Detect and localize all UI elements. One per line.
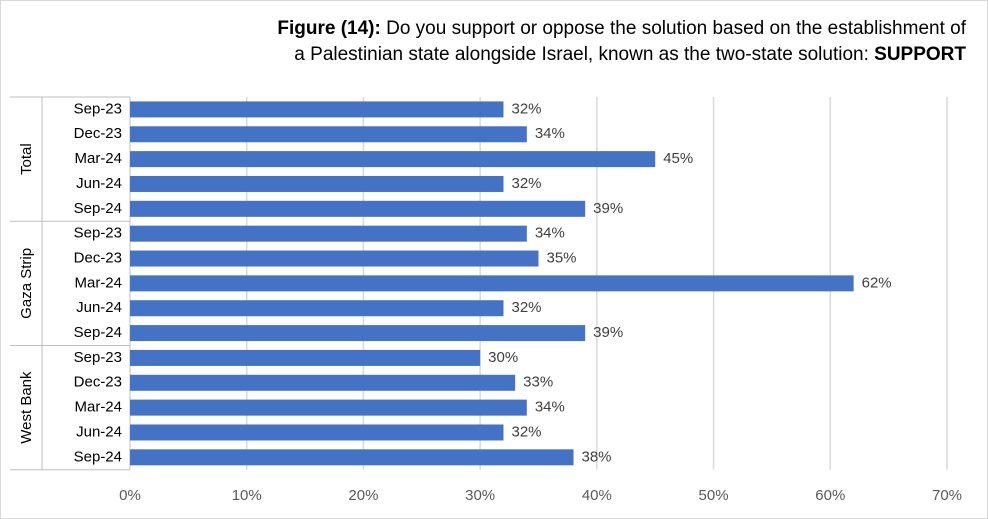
data-label: 62% <box>862 274 892 291</box>
x-tick-label: 50% <box>699 487 729 504</box>
bar <box>130 101 504 118</box>
category-label: Mar-24 <box>74 274 122 291</box>
bar <box>130 449 574 466</box>
data-label: 39% <box>593 324 623 341</box>
category-label: Sep-23 <box>74 100 122 117</box>
group-label: Total <box>18 143 35 175</box>
category-label: Mar-24 <box>74 399 122 416</box>
title-emphasis: SUPPORT <box>874 44 966 65</box>
data-label: 32% <box>511 423 541 440</box>
category-label: Dec-23 <box>74 125 122 142</box>
category-label: Sep-24 <box>74 448 122 465</box>
bar <box>130 399 527 416</box>
bar <box>130 175 504 192</box>
category-label: Dec-23 <box>74 249 122 266</box>
group-label: West Bank <box>18 371 35 444</box>
x-tick-label: 70% <box>932 487 962 504</box>
bar <box>130 200 586 217</box>
category-label: Sep-24 <box>74 324 122 341</box>
data-label: 34% <box>535 125 565 142</box>
title-line1: Do you support or oppose the solution ba… <box>380 18 966 39</box>
x-tick-label: 60% <box>815 487 845 504</box>
data-label: 32% <box>511 299 541 316</box>
category-label: Jun-24 <box>76 423 122 440</box>
bar <box>130 250 539 267</box>
category-label: Sep-23 <box>74 225 122 242</box>
x-tick-label: 40% <box>582 487 612 504</box>
bar <box>130 424 504 441</box>
x-tick-label: 20% <box>348 487 378 504</box>
chart-title: Figure (14): Do you support or oppose th… <box>166 16 966 68</box>
title-line2: a Palestinian state alongside Israel, kn… <box>294 44 875 65</box>
bar <box>130 300 504 317</box>
data-label: 32% <box>511 100 541 117</box>
bar <box>130 275 854 292</box>
category-label: Sep-23 <box>74 349 122 366</box>
data-label: 30% <box>488 349 518 366</box>
title-prefix: Figure (14): <box>277 18 381 39</box>
category-label: Mar-24 <box>74 150 122 167</box>
bar <box>130 151 656 168</box>
data-label: 35% <box>547 249 577 266</box>
data-label: 38% <box>582 448 612 465</box>
category-label: Dec-23 <box>74 374 122 391</box>
data-label: 32% <box>511 175 541 192</box>
bar <box>130 126 527 143</box>
x-tick-label: 10% <box>232 487 262 504</box>
category-label: Jun-24 <box>76 299 122 316</box>
group-label: Gaza Strip <box>18 248 35 319</box>
bar <box>130 225 527 242</box>
bar <box>130 349 481 366</box>
data-label: 39% <box>593 200 623 217</box>
category-label: Jun-24 <box>76 175 122 192</box>
data-label: 33% <box>523 374 553 391</box>
bar <box>130 374 516 391</box>
data-label: 34% <box>535 225 565 242</box>
bar <box>130 325 586 342</box>
x-tick-label: 0% <box>119 487 141 504</box>
data-label: 45% <box>663 150 693 167</box>
data-label: 34% <box>535 399 565 416</box>
category-label: Sep-24 <box>74 200 122 217</box>
x-tick-label: 30% <box>465 487 495 504</box>
